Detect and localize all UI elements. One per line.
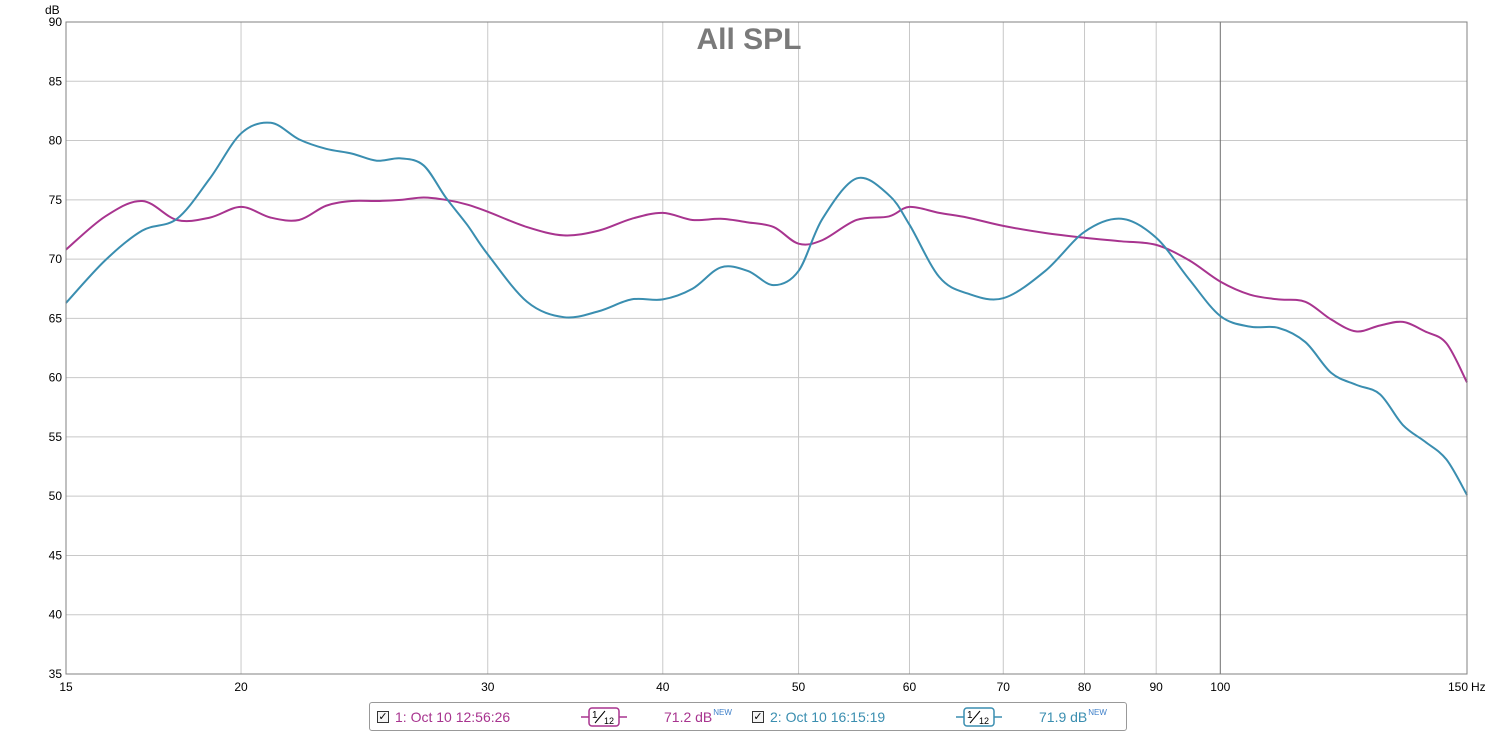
- x-tick-label: 60: [903, 680, 917, 694]
- series-1-spl-value: 71.2 dB: [664, 708, 713, 725]
- series-2-label: 2: Oct 10 16:15:19: [770, 708, 886, 725]
- y-tick-label: 55: [49, 430, 63, 444]
- series-1-label: 1: Oct 10 12:56:26: [395, 708, 511, 725]
- y-tick-label: 60: [49, 371, 63, 385]
- x-tick-label: 15: [59, 680, 73, 694]
- chart-title: All SPL: [696, 23, 801, 56]
- series-2-checkbox[interactable]: ✓: [752, 710, 764, 723]
- series-1-smoothing-den: 12: [604, 716, 614, 726]
- x-axis-unit: Hz: [1471, 680, 1486, 694]
- series-2-smoothing-den: 12: [979, 716, 989, 726]
- series-1-new-badge: NEW: [713, 708, 732, 717]
- x-tick-label: 90: [1150, 680, 1164, 694]
- y-tick-label: 80: [49, 134, 63, 148]
- y-axis-label: dB: [45, 3, 60, 17]
- series-1-smoothing-icon[interactable]: 1 12: [579, 707, 629, 727]
- y-tick-label: 75: [49, 193, 63, 207]
- series-2-line: [65, 121, 1468, 496]
- legend: ✓ 1: Oct 10 12:56:26 1 12 71.2 dB NEW ✓ 2…: [369, 702, 1127, 731]
- series-2-spl-value: 71.9 dB: [1039, 708, 1088, 725]
- series-2-spl: 71.9 dB NEW: [1039, 703, 1107, 730]
- plot-background: [66, 22, 1467, 674]
- series-1-checkbox[interactable]: ✓: [377, 710, 389, 723]
- y-tick-label: 70: [49, 252, 63, 266]
- x-tick-label: 150: [1448, 680, 1468, 694]
- y-tick-label: 35: [49, 667, 63, 681]
- series-1-line: [65, 196, 1468, 383]
- y-tick-label: 50: [49, 489, 63, 503]
- x-tick-label: 100: [1210, 680, 1230, 694]
- y-tick-labels: 35 40 45 50 55 60 65 70 75 80 85 90: [49, 15, 63, 681]
- series-lines: [65, 121, 1468, 496]
- x-tick-label: 40: [656, 680, 670, 694]
- x-tick-label: 20: [234, 680, 248, 694]
- series-1-spl: 71.2 dB NEW: [664, 703, 732, 730]
- y-tick-label: 40: [49, 608, 63, 622]
- x-tick-label: 30: [481, 680, 495, 694]
- series-2-smoothing-num: 1: [967, 710, 973, 721]
- y-tick-label: 45: [49, 548, 63, 562]
- spl-chart: 35 40 45 50 55 60 65 70 75 80 85 90 15 20 30 40 50 60 70 8…: [45, 3, 1486, 694]
- legend-item-1: ✓ 1: Oct 10 12:56:26: [377, 703, 510, 730]
- y-tick-label: 85: [49, 74, 63, 88]
- y-tick-label: 90: [49, 15, 63, 29]
- x-tick-label: 80: [1078, 680, 1092, 694]
- series-1-smoothing-num: 1: [592, 710, 598, 721]
- plot-frame: [65, 21, 1468, 675]
- y-tick-label: 65: [49, 311, 63, 325]
- series-2-smoothing-icon[interactable]: 1 12: [954, 707, 1004, 727]
- legend-item-2: ✓ 2: Oct 10 16:15:19: [752, 703, 885, 730]
- x-tick-label: 70: [997, 680, 1011, 694]
- x-tick-label: 50: [792, 680, 806, 694]
- x-tick-labels: 15 20 30 40 50 60 70 80 90 100 150: [59, 680, 1468, 694]
- series-2-new-badge: NEW: [1088, 708, 1107, 717]
